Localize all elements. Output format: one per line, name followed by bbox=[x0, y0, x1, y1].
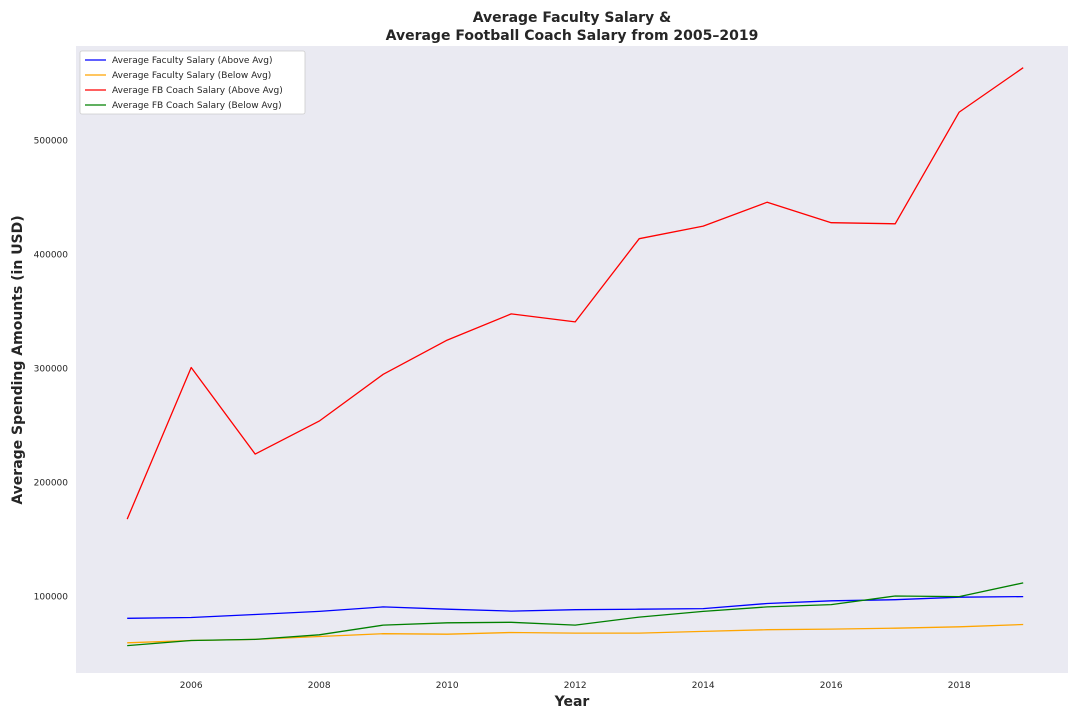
legend-box bbox=[79, 50, 306, 115]
y-tick-label: 300000 bbox=[34, 365, 69, 375]
x-tick-label: 2012 bbox=[564, 681, 587, 691]
x-tick-label: 2016 bbox=[820, 681, 843, 691]
x-tick-label: 2006 bbox=[180, 681, 203, 691]
x-tick-label: 2018 bbox=[948, 681, 971, 691]
x-tick-label: 2008 bbox=[308, 681, 331, 691]
legend-label-4: Average FB Coach Salary (Below Avg) bbox=[112, 101, 282, 111]
series-line-1 bbox=[127, 595, 1024, 619]
y-axis-ticks: 100000 200000 300000 400000 500000 bbox=[34, 137, 69, 603]
y-tick-label: 500000 bbox=[34, 137, 69, 147]
chart-title-line-2: Average Football Coach Salary from 2005–… bbox=[386, 28, 759, 44]
x-axis-label: Year bbox=[554, 694, 590, 710]
y-axis-label: Average Spending Amounts (in USD) bbox=[10, 215, 26, 504]
x-tick-label: 2010 bbox=[436, 681, 459, 691]
x-axis-ticks: 2006 2008 2010 2012 2014 2016 2018 bbox=[180, 681, 971, 691]
y-tick-label: 400000 bbox=[34, 251, 69, 261]
series-line-4 bbox=[127, 582, 1024, 647]
series-line-3 bbox=[126, 67, 1024, 520]
plot-area bbox=[76, 46, 1068, 673]
legend-label-2: Average Faculty Salary (Below Avg) bbox=[112, 71, 271, 81]
x-tick-label: 2014 bbox=[692, 681, 715, 691]
legend-label-3: Average FB Coach Salary (Above Avg) bbox=[112, 86, 283, 96]
y-tick-label: 200000 bbox=[34, 479, 69, 489]
legend: Average Faculty Salary (Above Avg) Averag… bbox=[79, 50, 306, 115]
legend-label-1: Average Faculty Salary (Above Avg) bbox=[112, 56, 272, 66]
y-tick-label: 100000 bbox=[34, 593, 69, 603]
chart-title-line-1: Average Faculty Salary & bbox=[473, 10, 672, 26]
series-lines bbox=[126, 67, 1024, 647]
